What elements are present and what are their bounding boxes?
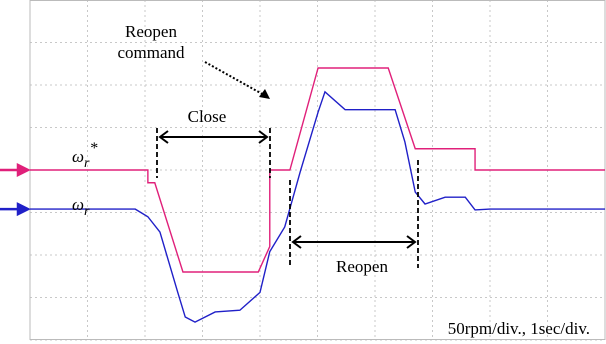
legend-label: ωr* — [72, 140, 97, 171]
legend-label-part: ω — [72, 195, 84, 214]
double-arrow — [160, 131, 267, 143]
double-arrow — [293, 236, 415, 248]
channel-arrow — [0, 165, 28, 175]
pointer — [205, 62, 264, 95]
scale-note: 50rpm/div., 1sec/div. — [448, 319, 590, 338]
legend-label-part: r — [84, 204, 90, 219]
legend-label-part: ω — [72, 147, 84, 166]
plot — [0, 0, 605, 340]
legend-label-part: * — [89, 140, 97, 157]
annotation: Reopen — [125, 22, 177, 41]
annotation: Close — [188, 107, 227, 126]
legend-label-part: r — [84, 156, 90, 171]
channel-arrow — [0, 204, 28, 214]
annotations: Reopen command Close Reopen 50rpm/div., … — [117, 22, 590, 338]
annotation: command — [117, 43, 185, 62]
annotation: Reopen — [336, 257, 388, 276]
chart: Reopen command Close Reopen 50rpm/div., … — [0, 0, 606, 344]
legend-label: ωr — [72, 195, 90, 219]
